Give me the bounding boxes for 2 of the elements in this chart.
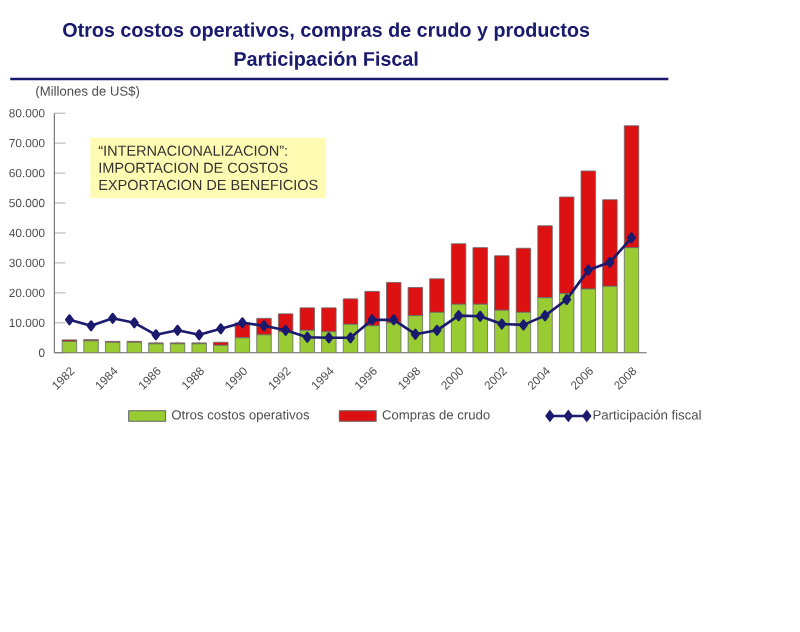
chart-title: Otros costos operativos, compras de crudo y productos — [63, 22, 590, 41]
chart-subtitle: Participación Fiscal — [234, 51, 418, 70]
